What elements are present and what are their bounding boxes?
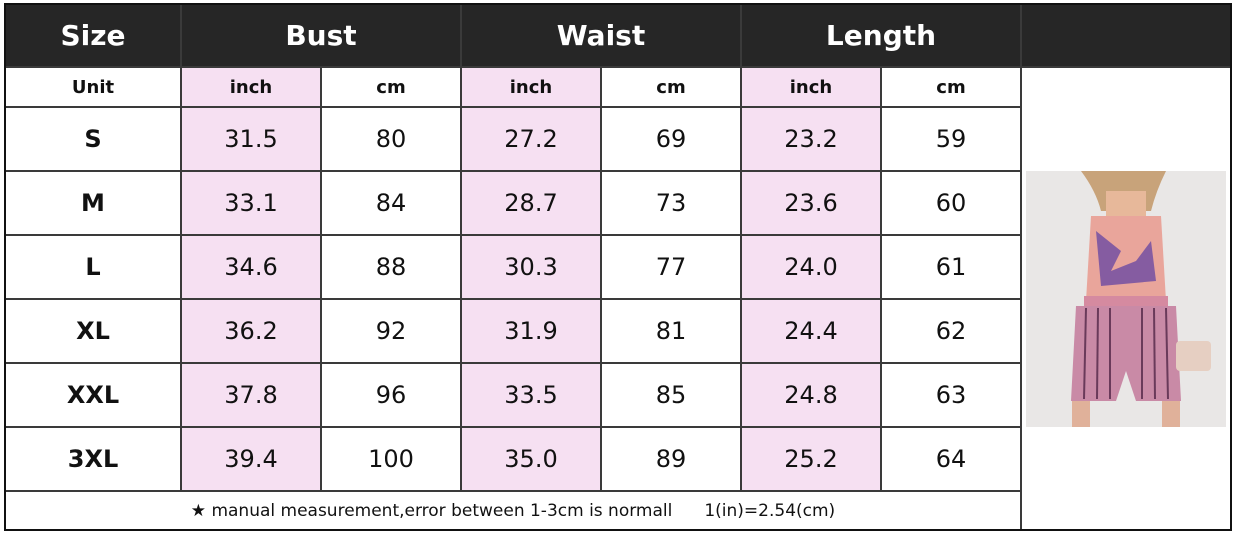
size-label: XL: [5, 299, 181, 363]
size-label: M: [5, 171, 181, 235]
footer-conversion: 1(in)=2.54(cm): [704, 500, 836, 521]
measure-cell: 30.3: [461, 235, 601, 299]
unit-cell: inch: [461, 67, 601, 107]
measure-cell: 37.8: [181, 363, 321, 427]
measure-cell: 64: [881, 427, 1021, 491]
unit-cell: inch: [181, 67, 321, 107]
header-cell: Waist: [461, 4, 741, 67]
measure-cell: 69: [601, 107, 741, 171]
header-blank: [1021, 4, 1231, 67]
photo-cell: [1021, 67, 1231, 530]
measure-cell: 61: [881, 235, 1021, 299]
measure-cell: 23.2: [741, 107, 881, 171]
measure-cell: 80: [321, 107, 461, 171]
measure-cell: 33.5: [461, 363, 601, 427]
size-label: L: [5, 235, 181, 299]
header-cell: Length: [741, 4, 1021, 67]
size-label: XXL: [5, 363, 181, 427]
measure-cell: 96: [321, 363, 461, 427]
measure-cell: 89: [601, 427, 741, 491]
measure-cell: 60: [881, 171, 1021, 235]
measure-cell: 81: [601, 299, 741, 363]
measure-cell: 28.7: [461, 171, 601, 235]
measure-cell: 27.2: [461, 107, 601, 171]
measure-cell: 24.0: [741, 235, 881, 299]
footer: ★ manual measurement,error between 1-3cm…: [5, 491, 1021, 530]
measure-cell: 25.2: [741, 427, 881, 491]
measure-cell: 63: [881, 363, 1021, 427]
measure-cell: 39.4: [181, 427, 321, 491]
header-cell: Bust: [181, 4, 461, 67]
measure-cell: 62: [881, 299, 1021, 363]
unit-cell: cm: [601, 67, 741, 107]
measure-cell: 31.9: [461, 299, 601, 363]
measure-cell: 36.2: [181, 299, 321, 363]
size-label: 3XL: [5, 427, 181, 491]
footer-note: ★ manual measurement,error between 1-3cm…: [190, 500, 673, 521]
unit-cell: cm: [321, 67, 461, 107]
measure-cell: 88: [321, 235, 461, 299]
measure-cell: 24.4: [741, 299, 881, 363]
measure-cell: 23.6: [741, 171, 881, 235]
product-photo: [1026, 170, 1226, 427]
unit-cell: inch: [741, 67, 881, 107]
measure-cell: 59: [881, 107, 1021, 171]
header-cell: Size: [5, 4, 181, 67]
measure-cell: 92: [321, 299, 461, 363]
measure-cell: 73: [601, 171, 741, 235]
measure-cell: 24.8: [741, 363, 881, 427]
measure-cell: 31.5: [181, 107, 321, 171]
measure-cell: 85: [601, 363, 741, 427]
measure-cell: 84: [321, 171, 461, 235]
measure-cell: 100: [321, 427, 461, 491]
unit-label: Unit: [5, 67, 181, 107]
size-label: S: [5, 107, 181, 171]
unit-cell: cm: [881, 67, 1021, 107]
measure-cell: 34.6: [181, 235, 321, 299]
measure-cell: 77: [601, 235, 741, 299]
measure-cell: 35.0: [461, 427, 601, 491]
measure-cell: 33.1: [181, 171, 321, 235]
